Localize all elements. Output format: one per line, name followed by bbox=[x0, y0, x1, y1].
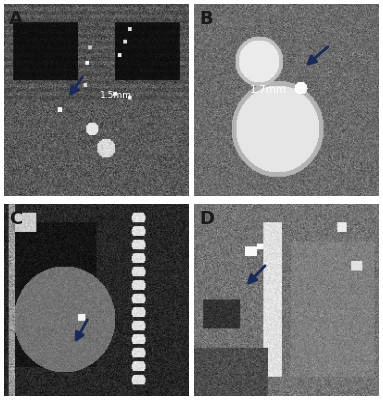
Text: D: D bbox=[200, 210, 215, 228]
Text: B: B bbox=[200, 10, 213, 28]
Text: 1.5mm: 1.5mm bbox=[100, 91, 132, 100]
Text: C: C bbox=[9, 210, 23, 228]
Text: 1.7mm: 1.7mm bbox=[250, 85, 287, 95]
Text: A: A bbox=[9, 10, 23, 28]
